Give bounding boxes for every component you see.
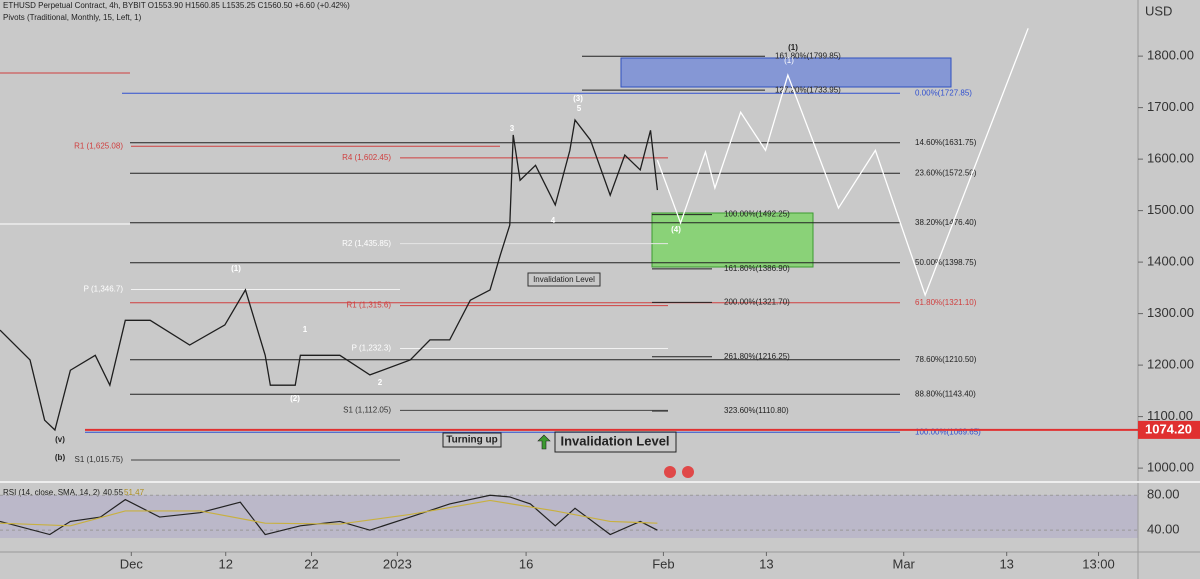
wave-label: (1): [788, 43, 798, 52]
annotation-box: [554, 431, 677, 453]
price-line: [656, 28, 1029, 297]
pivot-label: R2 (1,435.85): [342, 239, 391, 248]
rsi-last: 40.55: [103, 488, 124, 497]
rsi-title: RSI (14, close, SMA, 14, 2): [3, 488, 100, 497]
y-tick-label: 1000.00: [1147, 460, 1194, 475]
x-tick-label: 2023: [383, 556, 412, 571]
indicator-title: Pivots (Traditional, Monthly, 15, Left, …: [3, 13, 142, 22]
pivot-label: S1 (1,015.75): [75, 455, 124, 464]
x-tick-label: 13: [759, 556, 773, 571]
pivot-label: P (1,346.7): [84, 285, 124, 294]
fib-label: 100.00%(1492.25): [724, 210, 790, 219]
annotation: Invalidation Level: [533, 275, 595, 284]
pivot-label: S1 (1,112.05): [343, 406, 391, 415]
fib-label: 38.20%(1476.40): [915, 218, 977, 227]
wave-label: 4: [551, 216, 556, 225]
event-icon[interactable]: [682, 466, 694, 478]
x-tick-label: Feb: [652, 556, 674, 571]
x-tick-label: 16: [519, 556, 533, 571]
fib-label: 0.00%(1727.85): [915, 88, 972, 97]
x-tick-label: 13:00: [1082, 556, 1115, 571]
x-tick-label: Mar: [893, 556, 916, 571]
annotation: Invalidation Level: [560, 433, 669, 448]
annotation-box: [442, 432, 502, 448]
x-tick-label: 13: [999, 556, 1013, 571]
pivot-label: R1 (1,315.6): [347, 301, 392, 310]
y-tick-label: 1400.00: [1147, 254, 1194, 269]
wave-label: 1: [303, 325, 308, 334]
x-tick-label: 22: [304, 556, 318, 571]
fib-label: 323.60%(1110.80): [724, 406, 789, 415]
main-pane: [0, 0, 1138, 482]
y-tick-label: 1300.00: [1147, 305, 1194, 320]
fib-label: 261.80%(1216.25): [724, 352, 790, 361]
wave-label: (b): [55, 453, 66, 462]
event-icon[interactable]: [664, 466, 676, 478]
wave-label: (v): [55, 435, 65, 444]
annotation: Turning up: [446, 435, 497, 446]
wave-label: 5: [577, 104, 582, 113]
annotation-box: [527, 272, 601, 287]
y-tick-label: 1100.00: [1147, 408, 1193, 423]
x-tick-label: 12: [218, 556, 232, 571]
pivot-label: R4 (1,602.45): [342, 153, 391, 162]
arrow-icon: [537, 434, 551, 450]
header: ETHUSD Perpetual Contract, 4h, BYBIT O15…: [3, 1, 350, 10]
y-tick-label: 1600.00: [1147, 151, 1194, 166]
currency: USD: [1145, 3, 1172, 18]
x-tick-label: Dec: [120, 556, 144, 571]
wave-label: 2: [378, 378, 383, 387]
fib-label: 23.60%(1572.50): [915, 168, 977, 177]
fib-label: 127.20%(1733.95): [775, 85, 841, 94]
wave-label: (4): [671, 225, 681, 234]
last-price-tag: [1138, 420, 1200, 439]
rsi-line: [0, 494, 658, 536]
y-tick-label: 1700.00: [1147, 99, 1194, 114]
y-tick-label: 1200.00: [1147, 357, 1194, 372]
rsi-line: [0, 499, 658, 527]
rsi-tick-label: 80.00: [1147, 487, 1180, 502]
pivot-label: P (1,232.3): [352, 344, 392, 353]
last-price-label: 1074.20: [1145, 421, 1192, 436]
rsi-sma-last: 51.47: [124, 488, 145, 497]
y-tick-label: 1800.00: [1147, 48, 1194, 63]
pivot-label: R1 (1,625.08): [74, 141, 123, 150]
fib-label: 50.00%(1398.75): [915, 258, 977, 267]
fib-label: 200.00%(1321.70): [724, 298, 790, 307]
y-tick-label: 1500.00: [1147, 202, 1194, 217]
wave-label: (1): [784, 56, 794, 65]
fib-label: 161.80%(1799.85): [775, 51, 841, 60]
wave-label: (2): [290, 394, 300, 403]
fib-label: 88.80%(1143.40): [915, 389, 976, 398]
rsi-band: [0, 495, 1138, 538]
rsi-tick-label: 40.00: [1147, 522, 1180, 537]
price-line: [0, 118, 659, 432]
fib-label: 161.80%(1386.90): [724, 264, 790, 273]
wave-label: (1): [231, 264, 241, 273]
buy-zone-box: [651, 212, 814, 268]
wave-label: (3): [573, 94, 583, 103]
fib-label: 100.00%(1069.65): [915, 427, 981, 436]
wave-label: 3: [510, 124, 515, 133]
fib-label: 61.80%(1321.10): [915, 298, 977, 307]
fib-label: 14.60%(1631.75): [915, 138, 977, 147]
fib-label: 78.60%(1210.50): [915, 355, 977, 364]
